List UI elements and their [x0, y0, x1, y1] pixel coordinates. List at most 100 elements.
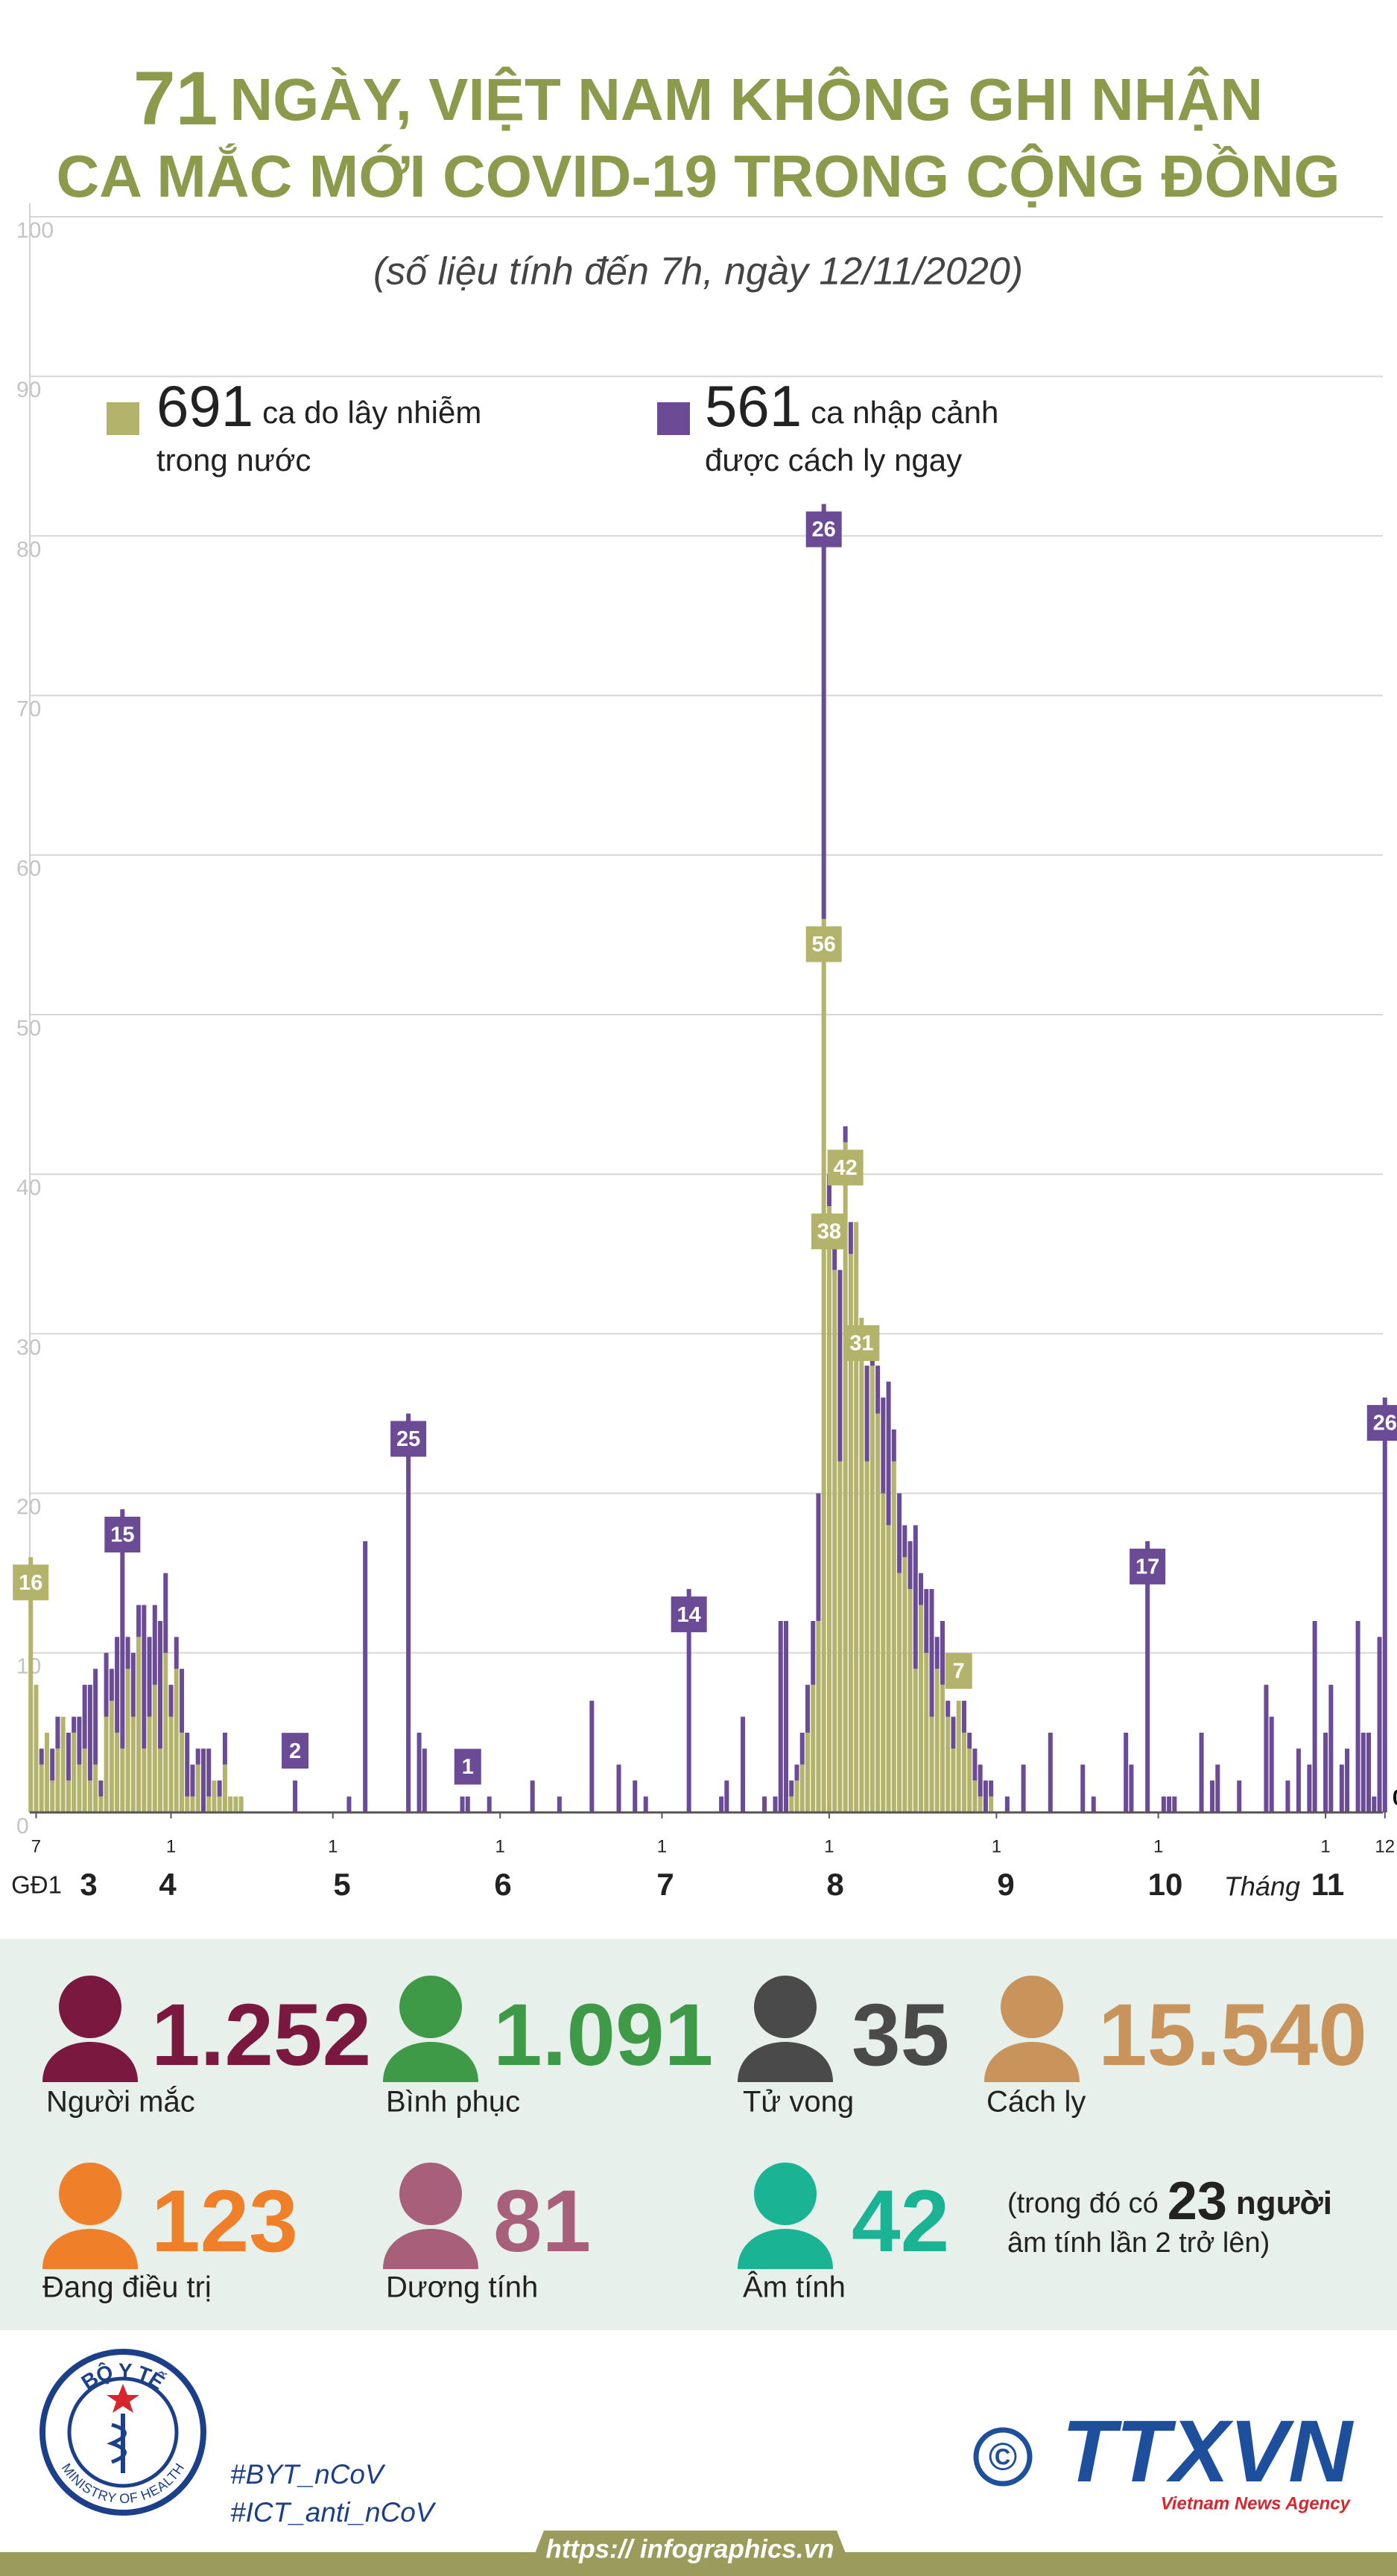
bar-segment — [206, 1748, 212, 1797]
bar-segment — [945, 1716, 951, 1812]
note-line2: âm tính lần 2 trở lên) — [1007, 2227, 1270, 2259]
legend-item: 691 ca do lây nhiễm trong nước — [156, 372, 544, 480]
bar-segment — [1004, 1796, 1010, 1812]
value-label-box — [390, 1421, 427, 1457]
bar-segment — [222, 1732, 227, 1765]
bar-segment — [1360, 1732, 1366, 1812]
bar-segment — [174, 1669, 179, 1812]
bar-segment — [72, 1716, 77, 1733]
person-icon-body — [42, 2042, 138, 2082]
x-tick-label: 1 — [992, 1836, 1001, 1856]
agency-logo: TTXVN — [1062, 2402, 1355, 2501]
bar-segment — [1382, 1398, 1387, 1812]
bar-segment — [158, 1748, 163, 1812]
y-tick-label: 40 — [16, 1176, 41, 1200]
value-label: 7 — [953, 1660, 965, 1684]
value-label: 0 — [1393, 1786, 1397, 1810]
month-label: 6 — [494, 1867, 511, 1902]
bar-segment — [897, 1573, 902, 1812]
stat-label: Bình phục — [386, 2086, 520, 2119]
value-label: 17 — [1135, 1555, 1159, 1579]
bar-segment — [686, 1589, 691, 1812]
bar-segment — [465, 1796, 470, 1812]
bar-segment — [87, 1684, 92, 1781]
bar-segment — [346, 1796, 352, 1812]
bar-segment — [1161, 1796, 1166, 1812]
bar-segment — [93, 1764, 98, 1812]
bar-segment — [643, 1796, 648, 1812]
value-label: 1 — [462, 1755, 474, 1779]
bar-segment — [1145, 1541, 1150, 1812]
note: (trong đó có 23 người — [1007, 2171, 1332, 2231]
bar-segment — [147, 1716, 152, 1812]
month-label: 11 — [1311, 1867, 1344, 1902]
bar-segment — [869, 1365, 875, 1812]
x-tick-label: 1 — [1153, 1836, 1163, 1856]
x-tick-label: 7 — [31, 1836, 41, 1856]
bar-segment — [72, 1732, 77, 1812]
bar-segment — [212, 1780, 217, 1812]
value-label: 26 — [812, 518, 836, 542]
bar-segment — [1215, 1764, 1220, 1812]
value-label-box — [104, 1517, 141, 1553]
bar-segment — [152, 1684, 157, 1812]
copyright: © — [989, 2436, 1017, 2479]
bar-segment — [39, 1748, 44, 1765]
bar-segment — [142, 1748, 147, 1812]
bar-segment — [881, 1493, 886, 1812]
bar-segment — [1091, 1796, 1096, 1812]
x-tick-label: 1 — [328, 1836, 338, 1856]
bar-segment — [1124, 1732, 1129, 1812]
bar-segment — [940, 1684, 945, 1812]
bar-segment — [854, 1222, 859, 1812]
person-icon-body — [383, 2229, 478, 2269]
bar-segment — [848, 1222, 853, 1254]
month-label: 7 — [656, 1867, 674, 1902]
bar-segment — [1021, 1764, 1026, 1812]
title-text: NGÀY, VIỆT NAM KHÔNG GHI NHẬN — [229, 66, 1263, 133]
stat-label: Âm tính — [743, 2271, 846, 2304]
bar-segment — [989, 1780, 994, 1797]
bar-segment — [897, 1493, 902, 1573]
bar-segment — [406, 1413, 411, 1812]
bar-segment — [811, 1620, 816, 1685]
bar-segment — [945, 1701, 951, 1717]
stat-label: Người mắc — [46, 2085, 195, 2119]
bar-segment — [891, 1429, 896, 1462]
bar-segment — [222, 1764, 227, 1812]
bar-segment — [98, 1796, 104, 1812]
bar-segment — [147, 1637, 152, 1717]
bar-segment — [816, 1620, 821, 1812]
bar-segment — [1210, 1780, 1215, 1812]
bar-segment — [762, 1796, 767, 1812]
bar-segment — [741, 1716, 746, 1812]
bar-segment — [136, 1637, 142, 1812]
bar-segment — [233, 1796, 238, 1812]
bar-segment — [773, 1796, 778, 1812]
bar-segment — [109, 1669, 114, 1701]
bar-segment — [200, 1748, 206, 1812]
y-tick-label: 0 — [16, 1814, 29, 1839]
bar-segment — [115, 1732, 120, 1812]
bar-segment — [1167, 1796, 1172, 1812]
bar-segment — [152, 1605, 157, 1685]
value-label: 2 — [289, 1739, 301, 1763]
month-label: 4 — [159, 1867, 177, 1902]
bar-segment — [837, 1461, 843, 1812]
bar-segment — [821, 504, 826, 919]
bar-segment — [881, 1398, 886, 1494]
bar-segment — [1199, 1732, 1204, 1812]
bar-segment — [799, 1764, 805, 1812]
person-icon-body — [738, 2229, 833, 2269]
bar-segment — [206, 1796, 212, 1812]
y-tick-label: 90 — [16, 378, 41, 402]
bar-segment — [1129, 1764, 1134, 1812]
phase-label: GĐ1 — [11, 1871, 62, 1899]
bar-segment — [195, 1748, 200, 1765]
bar-segment — [794, 1780, 799, 1812]
person-icon-head — [399, 1976, 462, 2038]
value-label: 42 — [834, 1156, 858, 1180]
legend-label: ca do lây nhiễm trong nước — [156, 395, 482, 478]
bar-segment — [805, 1684, 810, 1733]
